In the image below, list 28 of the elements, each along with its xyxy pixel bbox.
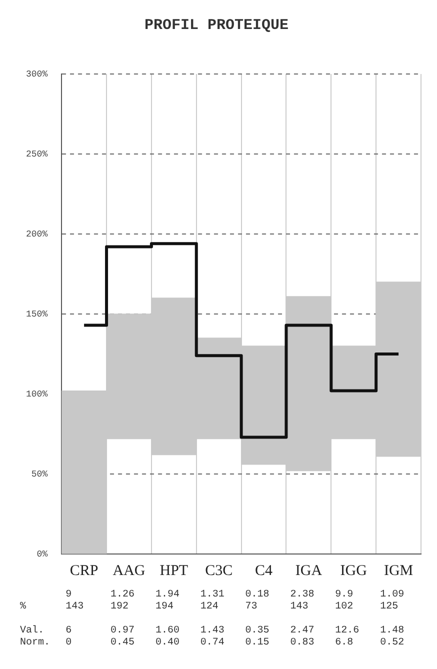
x-tick-label: CRP	[70, 562, 98, 579]
y-tick-label: 0%	[36, 549, 48, 560]
text: 9 1.26 1.94 1.31 0.18 2.38 9.9 1.09	[66, 590, 404, 601]
x-tick-label: IGM	[384, 562, 414, 579]
y-tick-label: 50%	[31, 469, 48, 480]
data-label: 143	[290, 602, 308, 613]
x-tick-label: C3C	[205, 562, 233, 579]
data-label: 143	[66, 602, 84, 613]
data-label: 124	[200, 602, 218, 613]
data-label: 192	[110, 602, 129, 613]
x-tick-label: IGG	[340, 562, 368, 579]
text: Norm. 0 0.45 0.40 0.74 0.15 0.83 6.8 0.52	[20, 638, 404, 649]
chart-title: PROFIL PROTEIQUE	[144, 16, 289, 34]
data-label: 194	[155, 602, 174, 613]
x-tick-label: HPT	[160, 562, 188, 579]
y-tick-label: 250%	[26, 149, 48, 160]
x-tick-label: IGA	[295, 562, 322, 579]
y-tick-label: 300%	[26, 69, 48, 80]
text: %	[20, 602, 26, 613]
y-tick-label: 200%	[26, 229, 48, 240]
text: Val. 6 0.97 1.60 1.43 0.35 2.47 12.6 1.48	[20, 626, 404, 637]
y-tick-label: 150%	[26, 309, 48, 320]
x-tick-label: C4	[255, 562, 274, 579]
data-label: 73	[245, 602, 258, 613]
y-tick-label: 100%	[26, 389, 48, 400]
data-label: 102	[335, 602, 354, 613]
data-label: 125	[380, 602, 398, 613]
x-tick-label: AAG	[112, 562, 146, 579]
